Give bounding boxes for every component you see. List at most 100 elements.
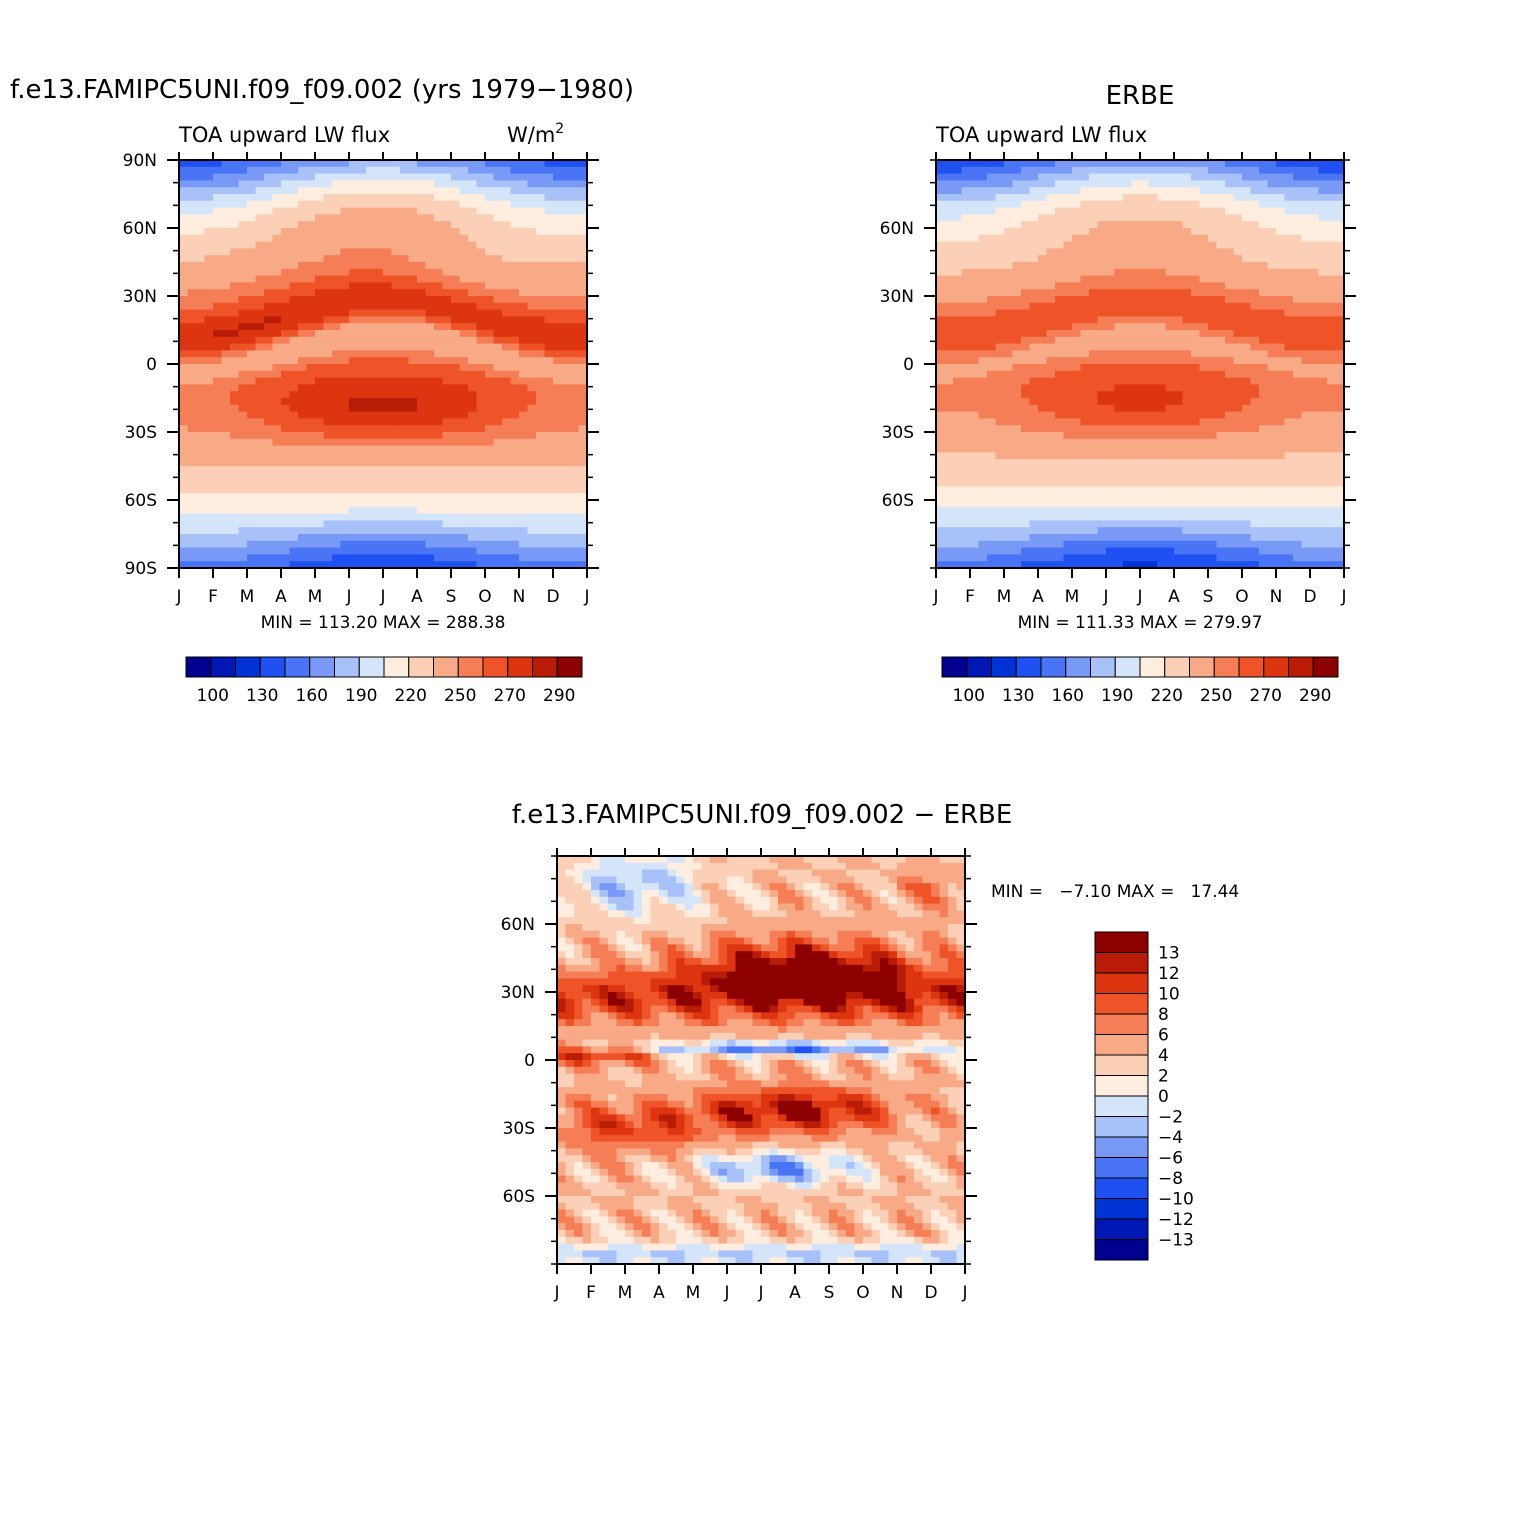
heatmap-cell xyxy=(264,160,274,168)
heatmap-cell xyxy=(1029,289,1039,297)
heatmap-cell xyxy=(1259,357,1269,365)
heatmap-cell xyxy=(264,302,274,311)
heatmap-cell xyxy=(1216,357,1226,365)
heatmap-cell xyxy=(323,214,333,222)
heatmap-cell xyxy=(357,411,367,419)
heatmap-cell xyxy=(1140,268,1150,277)
heatmap-cell xyxy=(570,160,580,168)
heatmap-cell xyxy=(570,296,580,304)
heatmap-cell xyxy=(1276,180,1286,188)
heatmap-cell xyxy=(221,350,231,358)
heatmap-cell xyxy=(953,357,963,365)
heatmap-cell xyxy=(221,194,231,202)
heatmap-cell xyxy=(374,425,384,433)
heatmap-cell xyxy=(995,282,1005,290)
heatmap-cell xyxy=(442,493,452,501)
heatmap-cell xyxy=(1250,282,1260,290)
heatmap-cell xyxy=(936,302,946,311)
heatmap-cell xyxy=(553,255,563,263)
heatmap-cell xyxy=(366,173,376,181)
heatmap-cell xyxy=(357,554,367,562)
heatmap-cell xyxy=(1046,309,1056,317)
heatmap-cell xyxy=(1063,364,1073,372)
heatmap-cell xyxy=(1123,357,1133,365)
heatmap-cell xyxy=(502,221,512,229)
heatmap-cell xyxy=(1318,268,1328,277)
heatmap-cell xyxy=(519,221,529,229)
heatmap-cell xyxy=(221,425,231,433)
heatmap-cell xyxy=(536,357,546,365)
heatmap-cell xyxy=(578,398,588,406)
heatmap-cell xyxy=(425,547,435,555)
heatmap-cell xyxy=(1199,241,1209,249)
heatmap-cell xyxy=(383,214,393,222)
heatmap-cell xyxy=(1072,234,1082,243)
heatmap-cell xyxy=(315,364,325,372)
heatmap-cell xyxy=(247,343,257,351)
heatmap-cell xyxy=(1038,187,1048,195)
heatmap-cell xyxy=(357,187,367,195)
heatmap-cell xyxy=(510,166,520,175)
heatmap-cell xyxy=(519,160,529,168)
heatmap-cell xyxy=(570,316,580,324)
heatmap-cell xyxy=(476,466,486,474)
heatmap-cell xyxy=(1335,323,1345,331)
heatmap-cell xyxy=(391,534,401,542)
heatmap-cell xyxy=(995,187,1005,195)
heatmap-cell xyxy=(272,493,282,501)
heatmap-cell xyxy=(425,282,435,290)
heatmap-cell xyxy=(987,302,997,311)
heatmap-cell xyxy=(1089,418,1099,426)
heatmap-cell xyxy=(434,296,444,304)
heatmap-cell xyxy=(944,187,954,195)
colorbar-box xyxy=(457,656,484,678)
heatmap-cell xyxy=(1267,323,1277,331)
heatmap-cell xyxy=(1063,350,1073,358)
heatmap-cell xyxy=(468,547,478,555)
heatmap-cell xyxy=(204,377,214,385)
heatmap-cell xyxy=(1097,432,1107,440)
heatmap-cell xyxy=(383,391,393,399)
heatmap-cell xyxy=(578,411,588,419)
heatmap-cell xyxy=(544,466,554,474)
heatmap-cell xyxy=(289,343,299,351)
heatmap-cell xyxy=(281,391,291,399)
heatmap-cell xyxy=(408,534,418,542)
heatmap-cell xyxy=(1191,241,1201,249)
heatmap-cell xyxy=(391,343,401,351)
heatmap-cell xyxy=(1327,289,1337,297)
heatmap-cell xyxy=(187,166,197,175)
heatmap-cell xyxy=(978,398,988,406)
heatmap-cell xyxy=(544,534,554,542)
heatmap-cell xyxy=(536,160,546,168)
heatmap-cell xyxy=(289,554,299,562)
heatmap-cell xyxy=(1029,275,1039,283)
colorbar-box xyxy=(556,656,583,678)
heatmap-cell xyxy=(1046,377,1056,385)
heatmap-cell xyxy=(179,472,189,481)
heatmap-cell xyxy=(561,493,571,501)
heatmap-cell xyxy=(578,343,588,351)
heatmap-cell xyxy=(502,479,512,487)
heatmap-cell xyxy=(281,554,291,562)
heatmap-cell xyxy=(578,248,588,256)
heatmap-cell xyxy=(1097,228,1107,236)
heatmap-cell xyxy=(272,554,282,562)
heatmap-cell xyxy=(1089,296,1099,304)
heatmap-cell xyxy=(536,316,546,324)
heatmap-cell xyxy=(544,459,554,467)
heatmap-cell xyxy=(1165,160,1175,168)
heatmap-cell xyxy=(383,241,393,249)
heatmap-cell xyxy=(570,166,580,175)
heatmap-cell xyxy=(1327,336,1337,345)
heatmap-cell xyxy=(485,316,495,324)
heatmap-cell xyxy=(459,377,469,385)
heatmap-cell xyxy=(936,296,946,304)
heatmap-cell xyxy=(383,377,393,385)
heatmap-cell xyxy=(298,479,308,487)
heatmap-cell xyxy=(332,268,342,277)
heatmap-cell xyxy=(255,302,265,311)
heatmap-cell xyxy=(1004,200,1014,209)
heatmap-cell xyxy=(553,187,563,195)
heatmap-cell xyxy=(485,411,495,419)
